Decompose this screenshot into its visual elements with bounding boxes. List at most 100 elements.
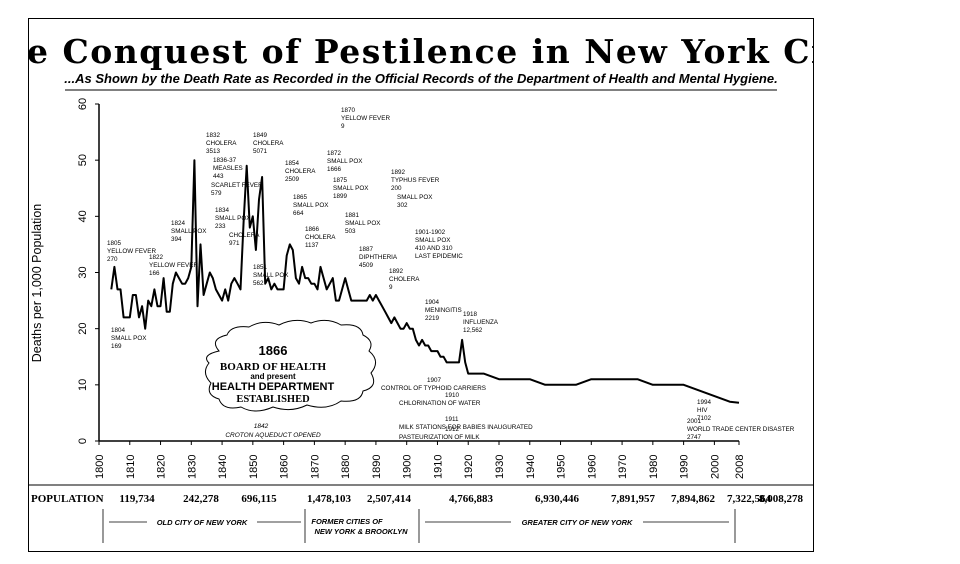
era-greater-city: GREATER CITY OF NEW YORK — [522, 518, 633, 527]
annotation-text: 394 — [171, 236, 182, 243]
box-line4: ESTABLISHED — [236, 394, 310, 405]
annotation-text: 2509 — [285, 176, 300, 183]
x-tick-label: 1950 — [556, 455, 568, 479]
annotation-text: DIPHTHERIA — [359, 254, 398, 261]
x-ticks: 1800 1810 1820 1830 1840 1850 1860 1870 1880 1890… — [94, 441, 746, 479]
annotation-text: CHLORINATION OF WATER — [399, 400, 481, 407]
annotation-text: MEASLES — [213, 165, 243, 172]
x-tick-label: 1990 — [679, 455, 691, 479]
annotation-text: CHOLERA — [229, 232, 260, 239]
annotation-text: 1904 — [425, 299, 440, 306]
x-tick-label: 1870 — [309, 455, 321, 479]
box-line1: BOARD OF HEALTH — [220, 361, 327, 373]
annotation-text: 1666 — [327, 166, 342, 173]
annotation-text: 1849 — [253, 132, 268, 139]
annotation-text: 1824 — [171, 220, 186, 227]
annotation-text: SMALL POX — [293, 202, 329, 209]
annotation-text: WORLD TRADE CENTER DISASTER — [687, 426, 795, 433]
annotation-text: 1887 — [359, 246, 374, 253]
y-tick-label: 10 — [77, 379, 89, 391]
x-tick-label: 1820 — [156, 455, 168, 479]
annotation-text: SMALL POX — [253, 272, 289, 279]
annotation-text: 503 — [345, 228, 356, 235]
annotation-text: 410 AND 310 — [415, 245, 453, 252]
y-tick-label: 30 — [77, 266, 89, 278]
annotation-text: 1851 — [253, 264, 268, 271]
annotation-text: SMALL POX — [111, 335, 147, 342]
annotation-text: 1907 — [427, 377, 442, 384]
eras: OLD CITY OF NEW YORK FORMER CITIES OF NE… — [102, 509, 736, 543]
x-tick-label: 1940 — [525, 455, 537, 479]
chart-title: The Conquest of Pestilence in New York C… — [29, 32, 813, 71]
chart-frame: The Conquest of Pestilence in New York C… — [28, 18, 814, 552]
annotation-text: SMALL POX — [333, 185, 369, 192]
population-value: 242,278 — [183, 493, 219, 505]
annotation-text: 1912 — [445, 426, 460, 433]
annotation-text: 1899 — [333, 193, 348, 200]
annotation-text: 1901-1902 — [415, 229, 446, 236]
annotation-text: 1137 — [305, 242, 319, 249]
y-tick-label: 20 — [77, 323, 89, 335]
box-line3: HEALTH DEPARTMENT — [212, 381, 335, 393]
y-tick-label: 50 — [77, 154, 89, 166]
annotation-text: 1892 — [391, 169, 406, 176]
y-axis-label: Deaths per 1,000 Population — [30, 204, 44, 362]
annotation-text: 1994 — [697, 399, 712, 406]
population-value: 8,008,278 — [759, 493, 804, 505]
population-value: 7,894,862 — [671, 493, 716, 505]
annotation-text: MILK STATIONS FOR BABIES INAUGURATED — [399, 424, 533, 431]
annotation-text: 562 — [253, 280, 264, 287]
x-tick-label: 1920 — [463, 455, 475, 479]
death-rate-line — [110, 159, 740, 404]
population-value: 1,478,103 — [307, 493, 352, 505]
x-tick-label: 1860 — [279, 455, 291, 479]
annotation-text: 233 — [215, 223, 226, 230]
annotation-text: 1875 — [333, 177, 348, 184]
annotation-text: 579 — [211, 190, 222, 197]
y-ticks: 0 10 20 30 40 50 60 — [77, 98, 99, 444]
box-year: 1866 — [259, 343, 288, 358]
annotation-text: YELLOW FEVER — [107, 248, 156, 255]
era-former-cities-1: FORMER CITIES OF — [311, 517, 383, 526]
x-tick-label: 1960 — [586, 455, 598, 479]
aqueduct-label: CROTON AQUEDUCT OPENED — [225, 432, 321, 439]
annotation-text: CHOLERA — [253, 140, 284, 147]
x-tick-label: 2008 — [734, 455, 746, 479]
annotation-text: 166 — [149, 270, 160, 277]
x-tick-label: 1840 — [217, 455, 229, 479]
population-value: 6,930,446 — [535, 493, 580, 505]
annotation-text: 1866 — [305, 226, 320, 233]
annotation-text: 1804 — [111, 327, 126, 334]
x-tick-label: 1930 — [494, 455, 506, 479]
annotation-text: 9 — [341, 123, 345, 130]
death-rate-chart: The Conquest of Pestilence in New York C… — [29, 32, 813, 543]
population-value: 7,891,957 — [611, 493, 656, 505]
y-tick-label: 0 — [77, 438, 89, 444]
y-tick-label: 60 — [77, 98, 89, 110]
annotation-text: 1911 — [445, 416, 459, 423]
annotation-text: 5071 — [253, 148, 268, 155]
annotation-text: SMALL POX — [415, 237, 451, 244]
annotation-text: 971 — [229, 240, 240, 247]
annotation-text: 200 — [391, 185, 402, 192]
annotation-text: 2747 — [687, 434, 702, 441]
